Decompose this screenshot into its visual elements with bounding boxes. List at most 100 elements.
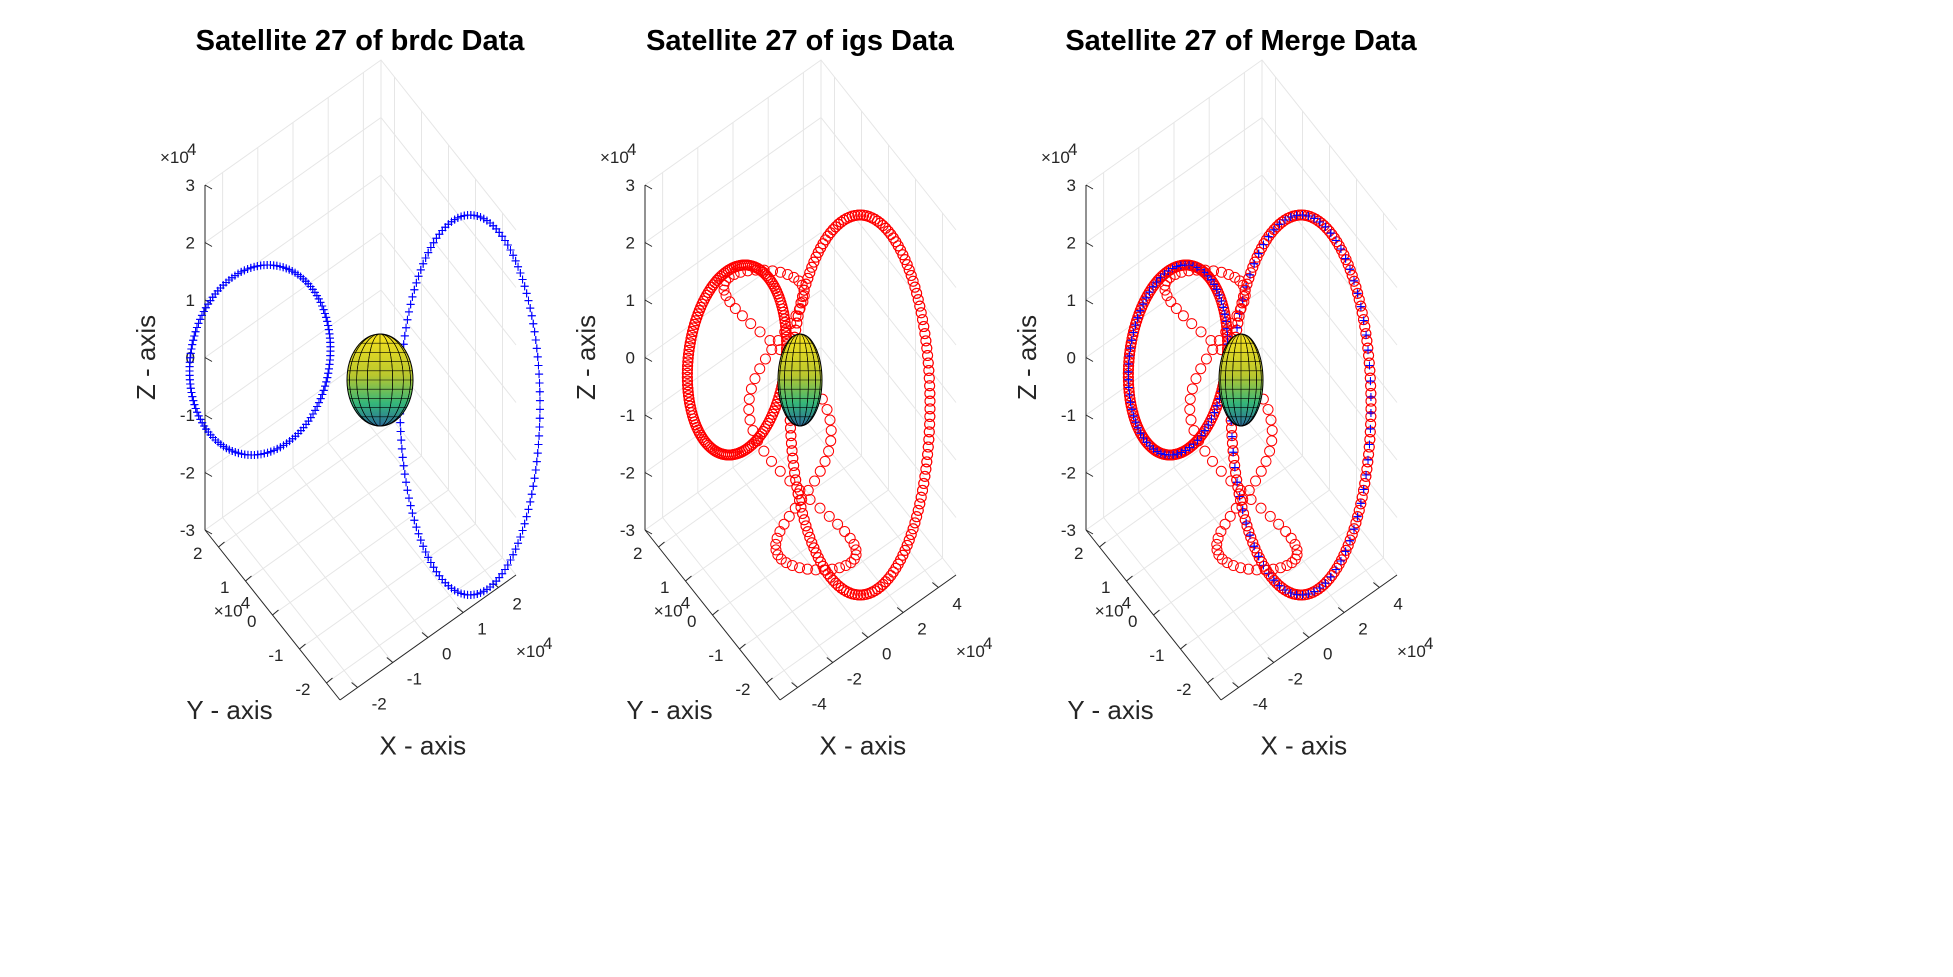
data-point-circle bbox=[1159, 284, 1171, 296]
data-point-plus bbox=[416, 536, 425, 545]
data-point-plus bbox=[240, 450, 249, 459]
data-point-circle bbox=[912, 504, 924, 516]
z-tick bbox=[204, 529, 213, 535]
data-point-plus bbox=[533, 352, 542, 361]
data-point-plus bbox=[1227, 432, 1236, 441]
data-point-circle bbox=[921, 342, 933, 354]
data-point-circle bbox=[682, 379, 694, 391]
data-point-plus bbox=[396, 427, 405, 436]
data-point-plus bbox=[1259, 240, 1268, 249]
data-point-plus bbox=[324, 321, 333, 330]
data-point-circle bbox=[919, 470, 931, 482]
data-point-circle bbox=[699, 292, 711, 304]
x-exponent: 4 bbox=[543, 634, 552, 653]
data-point-circle bbox=[1237, 493, 1249, 505]
data-point-circle bbox=[1346, 529, 1358, 541]
data-point-circle bbox=[785, 430, 797, 442]
data-point-circle bbox=[791, 317, 803, 329]
data-point-plus bbox=[1142, 438, 1151, 447]
z-tick bbox=[644, 184, 653, 190]
data-point-circle bbox=[786, 560, 798, 572]
data-point-circle bbox=[804, 531, 816, 543]
grid-line bbox=[1085, 59, 1398, 231]
data-point-plus bbox=[534, 440, 543, 449]
x-tick bbox=[826, 657, 834, 663]
data-point-circle bbox=[758, 445, 770, 457]
data-point-circle bbox=[897, 249, 909, 261]
data-point-plus bbox=[399, 461, 408, 470]
data-point-circle bbox=[1264, 510, 1276, 522]
data-point-circle bbox=[736, 310, 748, 322]
data-point-plus bbox=[450, 215, 459, 224]
data-point-plus bbox=[189, 396, 198, 405]
data-point-circle bbox=[1282, 585, 1294, 597]
data-point-circle bbox=[922, 357, 934, 369]
y-axis-label: Y - axis bbox=[186, 695, 272, 725]
data-point-circle bbox=[779, 326, 791, 338]
data-point-circle bbox=[1352, 511, 1364, 523]
x-tick bbox=[1337, 607, 1345, 613]
data-point-circle bbox=[1358, 484, 1370, 496]
data-point-circle bbox=[866, 212, 878, 224]
data-point-plus bbox=[1185, 261, 1194, 270]
z-exponent: 4 bbox=[1068, 140, 1077, 159]
data-point-circle bbox=[1355, 300, 1367, 312]
data-point-circle bbox=[1280, 525, 1292, 537]
data-point-circle bbox=[808, 542, 820, 554]
x-tick bbox=[861, 632, 869, 638]
y-tick bbox=[739, 643, 746, 650]
data-point-plus bbox=[397, 436, 406, 445]
data-point-plus bbox=[243, 264, 252, 273]
z-tick bbox=[204, 414, 213, 420]
data-point-circle bbox=[794, 303, 806, 315]
data-point-circle bbox=[858, 589, 870, 601]
data-point-circle bbox=[797, 508, 809, 520]
data-point-circle bbox=[1344, 264, 1356, 276]
data-point-circle bbox=[723, 271, 735, 283]
data-point-circle bbox=[1177, 310, 1189, 322]
data-point-plus bbox=[321, 382, 330, 391]
data-series bbox=[681, 209, 936, 601]
data-point-circle bbox=[780, 320, 792, 332]
data-point-circle bbox=[905, 269, 917, 281]
data-point-circle bbox=[1186, 383, 1198, 395]
data-point-circle bbox=[766, 455, 778, 467]
data-point-plus bbox=[531, 465, 540, 474]
data-point-circle bbox=[1235, 484, 1247, 496]
data-point-plus bbox=[406, 501, 415, 510]
data-point-plus bbox=[533, 449, 542, 458]
data-point-circle bbox=[1195, 363, 1207, 375]
data-point-circle bbox=[764, 335, 776, 347]
data-point-circle bbox=[1361, 463, 1373, 475]
data-point-plus bbox=[310, 288, 319, 297]
data-point-plus bbox=[190, 400, 199, 409]
data-point-circle bbox=[1310, 213, 1322, 225]
data-point-plus bbox=[403, 315, 412, 324]
data-point-plus bbox=[1269, 225, 1278, 234]
data-point-circle bbox=[1239, 514, 1251, 526]
data-point-plus bbox=[1127, 405, 1136, 414]
z-tick bbox=[204, 472, 213, 477]
data-point-circle bbox=[780, 557, 792, 569]
data-point-circle bbox=[824, 227, 836, 239]
earth-longitude-line bbox=[779, 333, 821, 427]
data-point-plus bbox=[1124, 359, 1133, 368]
data-point-circle bbox=[920, 335, 932, 347]
data-point-circle bbox=[1199, 445, 1211, 457]
data-point-circle bbox=[1259, 564, 1271, 576]
data-point-plus bbox=[198, 418, 207, 427]
data-point-plus bbox=[511, 256, 520, 265]
data-point-circle bbox=[701, 289, 713, 301]
data-point-plus bbox=[1217, 296, 1226, 305]
data-point-circle bbox=[1340, 254, 1352, 266]
data-point-circle bbox=[1346, 269, 1358, 281]
x-axis-label: X - axis bbox=[1260, 731, 1347, 761]
data-point-circle bbox=[1229, 271, 1241, 283]
data-point-plus bbox=[1168, 264, 1177, 273]
data-point-plus bbox=[200, 421, 209, 430]
z-tick bbox=[1085, 472, 1094, 477]
y-tick-label: 1 bbox=[660, 578, 669, 597]
x-tick bbox=[896, 607, 904, 613]
data-point-circle bbox=[683, 344, 695, 356]
